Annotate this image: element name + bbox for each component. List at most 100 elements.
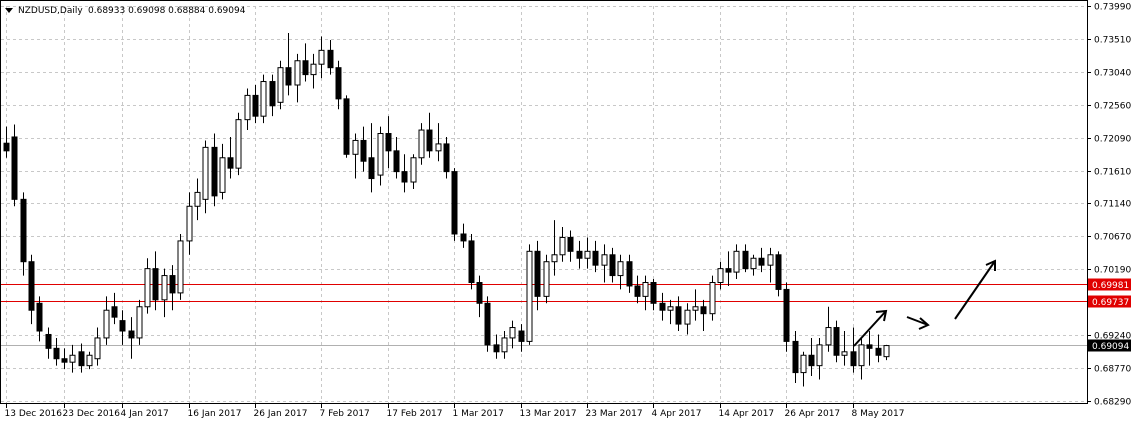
candle-bull [509,327,516,339]
candle-bear [45,333,52,349]
candle-bear [758,257,765,266]
candle-bear [468,240,475,283]
candle-bull [816,344,823,367]
candle-bear [866,344,873,349]
candle-bear [285,67,292,86]
candle-bull [194,191,201,207]
candle-bear [700,306,707,315]
current-price-label-bg [1088,339,1131,352]
candle-bear [875,347,882,356]
candle-bear [775,254,782,290]
x-tick-label: 14 Apr 2017 [719,409,775,419]
candle-bull [684,309,691,325]
level-label-bg [1088,295,1131,308]
candle-bear [169,275,176,294]
candle-bear [783,288,790,342]
time-axis[interactable]: 13 Dec 2016 23 Dec 2016 4 Jan 2017 16 Jan 2… [5,404,905,419]
y-tick-label: 0.71140 [1094,200,1131,210]
candle-bear [518,330,525,342]
candle-bear [451,171,458,235]
candle-bear [335,67,342,100]
candle-bear [343,98,350,155]
y-tick-label: 0.71610 [1094,168,1131,178]
candle-bear [152,268,159,301]
y-tick-label: 0.69240 [1094,332,1131,342]
candle-bull [410,157,417,183]
candle-bear [634,285,641,297]
candle-bull [435,143,442,152]
candle-bear [659,302,666,311]
candle-bear [493,344,500,353]
y-tick-label: 0.73990 [1094,3,1131,13]
chart-triangle-icon [5,8,13,13]
candle-bear [401,171,408,183]
level-label-bg [1088,278,1131,291]
candle-bear [227,157,234,169]
candle-bull [692,306,699,311]
candle-bull [858,344,865,367]
candle-bear [742,250,749,270]
candle-bull [800,354,807,374]
candle-bull [244,94,251,121]
candle-bull [601,254,608,266]
candle-bull [352,139,359,155]
x-tick-label: 4 Apr 2017 [652,409,702,419]
candle-bull [144,268,151,308]
x-tick-label: 26 Apr 2017 [785,409,841,419]
arrow-up-3-head [985,259,996,271]
candle-bull [551,254,558,263]
candle-bear [78,351,85,367]
x-tick-label: 26 Jan 2017 [254,409,308,419]
candle-bull [186,205,193,242]
candle-bull [69,354,76,363]
candle-bear [368,157,375,180]
candle-bull [318,49,325,65]
candle-bull [86,354,93,367]
candle-bear [443,143,450,173]
candle-bull [667,306,674,311]
candle-bear [111,306,118,318]
candle-bull [709,282,716,315]
x-tick-label: 23 Mar 2017 [586,409,643,419]
candle-bull [294,60,301,86]
candle-bear [833,327,840,356]
candle-bear [327,49,334,69]
candle-bear [385,133,392,152]
x-tick-label: 17 Feb 2017 [387,409,443,419]
x-tick-label: 7 Feb 2017 [320,409,370,419]
arrow-down-2-head [918,317,930,330]
candle-bull [94,337,101,360]
candle-bear [484,302,491,346]
candle-bear [808,354,815,367]
candle-bull [103,309,110,339]
candle-bull [767,254,774,266]
candle-bull [202,146,209,200]
candle-bull [177,240,184,294]
current-price-label: 0.69094 [1092,342,1129,352]
candle-bull [617,261,624,277]
candle-bear [393,150,400,173]
candle-bull [501,337,508,353]
candle-bear [609,254,616,277]
candle-bear [128,330,135,339]
y-tick-label: 0.68290 [1094,398,1131,408]
y-tick-label: 0.73510 [1094,36,1131,46]
arrow-up-1-head [875,309,888,322]
price-labels: 0.69981 0.69737 0.69094 [1088,278,1131,352]
price-axis[interactable]: 0.73990 0.73510 0.73040 0.72560 0.72090 0.716… [1087,3,1131,408]
candle-bear [850,351,857,367]
projection-arrows [853,259,996,347]
candle-bear [460,233,467,242]
candle-bear [302,60,309,76]
candle-bull [260,81,267,117]
x-tick-label: 13 Dec 2016 [5,409,63,419]
candle-bear [61,358,68,363]
candle-bear [650,282,657,304]
candles [3,33,890,387]
candle-bear [3,142,10,152]
candle-bull [883,345,890,358]
candle-bull [750,257,757,270]
candle-bear [20,198,27,263]
